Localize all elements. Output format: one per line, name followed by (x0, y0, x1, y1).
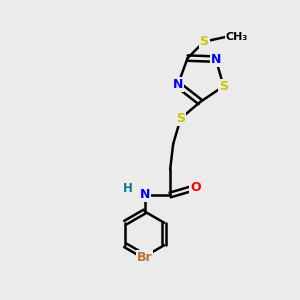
Text: N: N (211, 52, 221, 66)
Text: S: S (219, 80, 228, 93)
Text: N: N (140, 188, 150, 202)
Text: Br: Br (137, 251, 152, 265)
Text: H: H (123, 182, 133, 196)
Text: CH₃: CH₃ (226, 32, 248, 42)
Text: N: N (173, 78, 183, 91)
Text: S: S (200, 35, 208, 48)
Text: O: O (190, 181, 201, 194)
Text: S: S (176, 112, 185, 125)
